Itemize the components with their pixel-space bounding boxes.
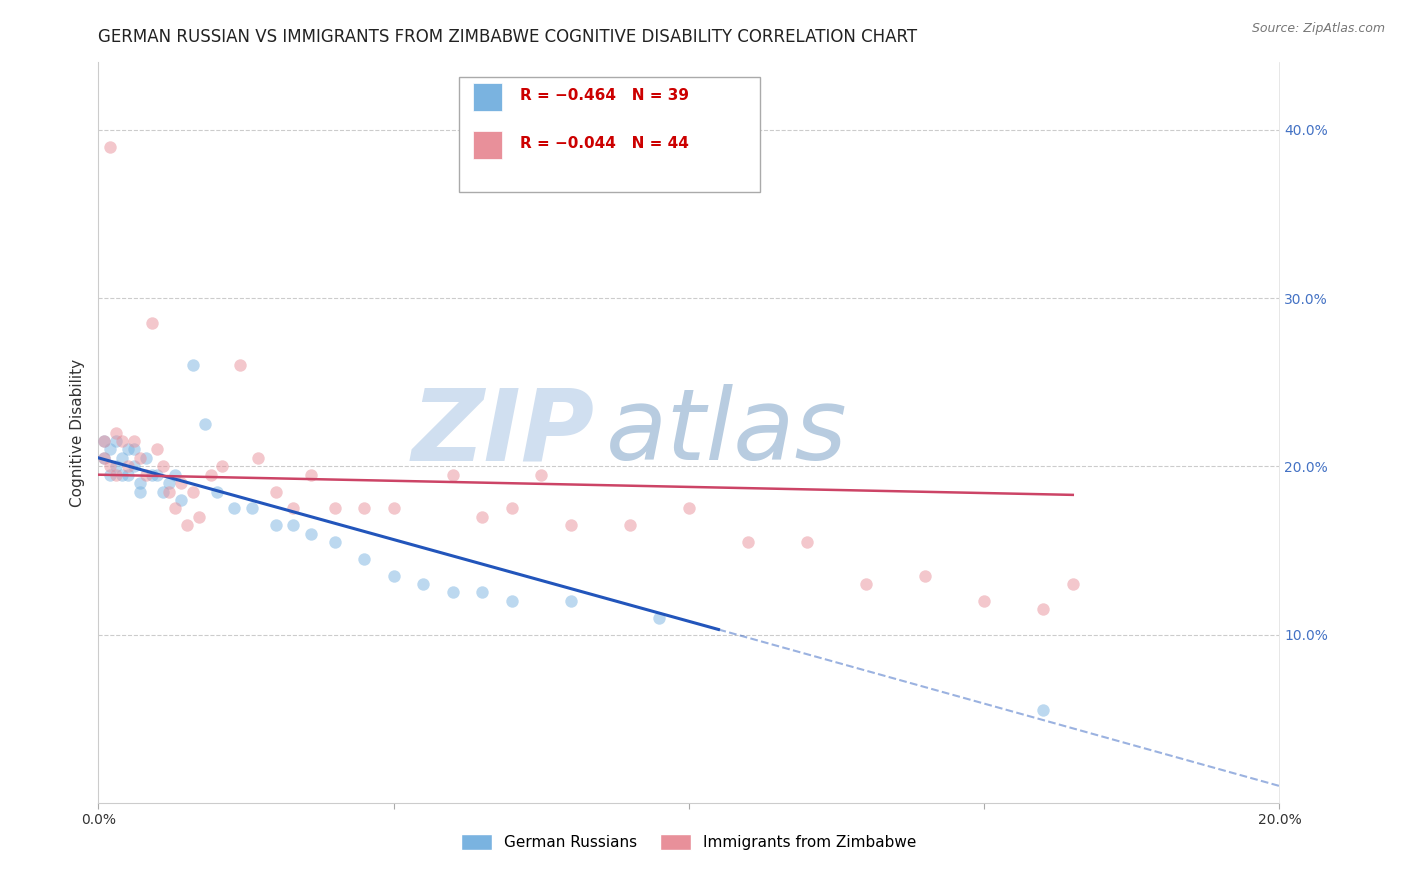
Point	[122, 434, 145, 448]
Point	[111, 450, 134, 465]
FancyBboxPatch shape	[472, 83, 502, 111]
Point	[299, 467, 322, 482]
Point	[93, 434, 115, 448]
Point	[619, 518, 641, 533]
Point	[353, 551, 375, 566]
Point	[98, 467, 121, 482]
Point	[678, 501, 700, 516]
Point	[111, 434, 134, 448]
FancyBboxPatch shape	[458, 78, 759, 192]
Point	[157, 484, 180, 499]
Point	[211, 459, 233, 474]
Point	[105, 434, 128, 448]
Point	[283, 501, 305, 516]
Point	[141, 316, 163, 330]
Point	[1032, 703, 1054, 717]
Point	[1062, 577, 1084, 591]
Legend: German Russians, Immigrants from Zimbabwe: German Russians, Immigrants from Zimbabw…	[454, 827, 924, 858]
Point	[170, 492, 193, 507]
Point	[117, 459, 139, 474]
Text: GERMAN RUSSIAN VS IMMIGRANTS FROM ZIMBABWE COGNITIVE DISABILITY CORRELATION CHAR: GERMAN RUSSIAN VS IMMIGRANTS FROM ZIMBAB…	[98, 28, 918, 45]
Text: Source: ZipAtlas.com: Source: ZipAtlas.com	[1251, 22, 1385, 36]
Point	[165, 467, 187, 482]
Point	[157, 476, 180, 491]
Point	[165, 501, 187, 516]
Point	[146, 442, 169, 457]
Point	[122, 459, 145, 474]
Point	[93, 450, 115, 465]
Point	[855, 577, 877, 591]
Point	[441, 467, 464, 482]
Point	[501, 594, 523, 608]
Point	[105, 459, 128, 474]
Point	[200, 467, 222, 482]
Point	[1032, 602, 1054, 616]
Point	[98, 459, 121, 474]
Point	[128, 476, 150, 491]
Point	[170, 476, 193, 491]
Point	[181, 359, 204, 373]
Point	[128, 484, 150, 499]
Point	[412, 577, 434, 591]
Point	[530, 467, 553, 482]
Point	[224, 501, 246, 516]
FancyBboxPatch shape	[472, 131, 502, 159]
Text: R = −0.464   N = 39: R = −0.464 N = 39	[520, 88, 689, 103]
Point	[93, 434, 115, 448]
Point	[229, 359, 252, 373]
Point	[117, 467, 139, 482]
Point	[135, 467, 157, 482]
Point	[135, 450, 157, 465]
Point	[560, 594, 582, 608]
Point	[283, 518, 305, 533]
Point	[560, 518, 582, 533]
Point	[187, 509, 209, 524]
Point	[98, 139, 121, 153]
Text: ZIP: ZIP	[412, 384, 595, 481]
Point	[264, 484, 287, 499]
Point	[105, 467, 128, 482]
Point	[323, 535, 346, 549]
Point	[648, 610, 671, 624]
Point	[240, 501, 263, 516]
Point	[105, 425, 128, 440]
Point	[205, 484, 228, 499]
Point	[93, 450, 115, 465]
Y-axis label: Cognitive Disability: Cognitive Disability	[69, 359, 84, 507]
Text: atlas: atlas	[606, 384, 848, 481]
Point	[146, 467, 169, 482]
Point	[264, 518, 287, 533]
Point	[181, 484, 204, 499]
Point	[796, 535, 818, 549]
Point	[122, 442, 145, 457]
Point	[441, 585, 464, 599]
Point	[914, 568, 936, 582]
Point	[152, 459, 174, 474]
Point	[111, 467, 134, 482]
Point	[98, 442, 121, 457]
Point	[471, 585, 494, 599]
Point	[141, 467, 163, 482]
Point	[382, 568, 405, 582]
Point	[471, 509, 494, 524]
Point	[973, 594, 995, 608]
Point	[299, 526, 322, 541]
Text: R = −0.044   N = 44: R = −0.044 N = 44	[520, 136, 689, 152]
Point	[246, 450, 269, 465]
Point	[323, 501, 346, 516]
Point	[382, 501, 405, 516]
Point	[128, 450, 150, 465]
Point	[176, 518, 198, 533]
Point	[353, 501, 375, 516]
Point	[117, 442, 139, 457]
Point	[194, 417, 217, 432]
Point	[501, 501, 523, 516]
Point	[737, 535, 759, 549]
Point	[152, 484, 174, 499]
